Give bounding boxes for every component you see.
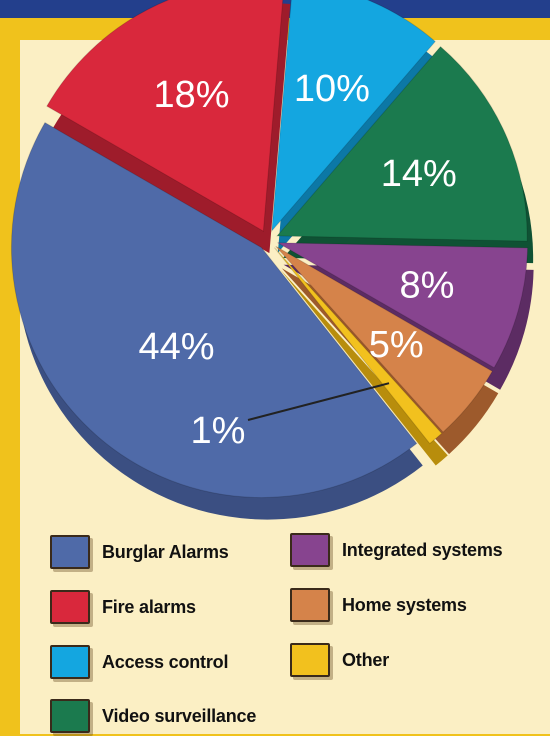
pie-slice-label: 1% <box>191 410 246 452</box>
pie-slice-label: 44% <box>138 326 214 368</box>
pie-slice <box>275 245 493 433</box>
pie-slice-label: 18% <box>154 74 230 116</box>
legend-label: Burglar Alarms <box>102 541 229 562</box>
legend-item-integrated-systems: Integrated systems <box>290 530 503 570</box>
legend-item-burglar-alarms: Burglar Alarms <box>50 532 229 572</box>
pie-slice-label: 5% <box>369 324 424 366</box>
legend-swatch <box>50 590 90 624</box>
pie-slice <box>274 247 443 445</box>
legend-label: Home systems <box>342 594 467 615</box>
legend-swatch <box>50 699 90 733</box>
pie-slice <box>271 0 436 233</box>
pie-slice-label: 14% <box>381 153 457 195</box>
legend-item-fire-alarms: Fire alarms <box>50 587 196 627</box>
legend-item-video-surveillance: Video surveillance <box>50 696 256 736</box>
legend-label: Video surveillance <box>102 705 257 726</box>
legend-swatch <box>290 588 330 622</box>
legend-swatch <box>290 643 330 677</box>
legend-swatch <box>50 645 90 679</box>
legend-swatch <box>50 535 90 569</box>
pie-slice <box>277 242 529 369</box>
legend-item-home-systems: Home systems <box>290 585 467 625</box>
legend-label: Access control <box>102 651 229 672</box>
legend-item-access-control: Access control <box>50 642 228 682</box>
pie-slice-label: 10% <box>294 68 370 110</box>
pie-slice-label: 8% <box>399 264 454 306</box>
legend-label: Integrated systems <box>342 539 503 560</box>
pie-slice <box>46 0 284 232</box>
leader-line <box>247 382 390 421</box>
legend-swatch <box>290 533 330 567</box>
pie-slice-side <box>280 269 448 466</box>
legend-label: Other <box>342 649 390 670</box>
legend-label: Fire alarms <box>102 596 196 617</box>
pie-slice <box>276 45 528 242</box>
legend-item-other: Other <box>290 640 389 680</box>
pie-slice <box>10 121 418 499</box>
